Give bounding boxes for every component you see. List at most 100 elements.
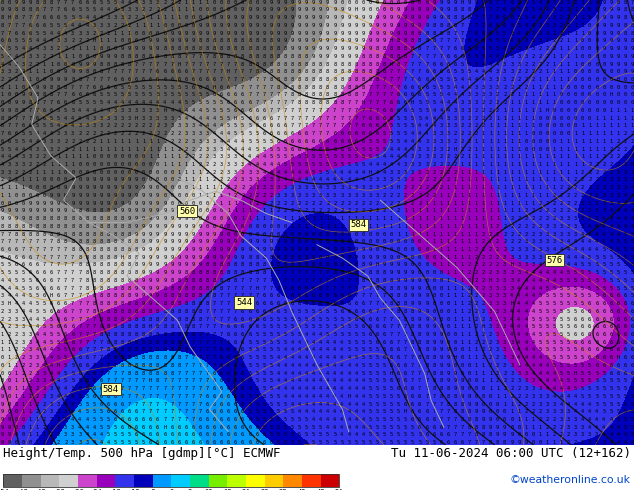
Text: 4: 4	[319, 363, 322, 368]
Text: 6: 6	[425, 69, 429, 74]
Text: 1: 1	[510, 185, 514, 190]
Text: 5: 5	[439, 85, 443, 90]
Text: 8: 8	[93, 239, 96, 245]
Text: 1: 1	[609, 108, 612, 113]
Text: 2: 2	[503, 93, 506, 98]
Text: 1: 1	[538, 85, 541, 90]
Text: 5: 5	[227, 116, 230, 121]
Text: 7: 7	[178, 402, 181, 407]
Text: 5: 5	[276, 332, 280, 337]
Text: 9: 9	[616, 31, 619, 36]
Text: 9: 9	[149, 255, 152, 260]
Text: 9: 9	[43, 200, 46, 206]
Text: 1: 1	[524, 162, 527, 167]
Text: 8: 8	[298, 77, 301, 82]
Text: 9: 9	[347, 38, 351, 43]
Text: 5: 5	[262, 425, 266, 430]
Text: 8: 8	[404, 317, 407, 321]
Text: 8: 8	[368, 54, 372, 59]
Text: 5: 5	[149, 85, 152, 90]
Text: 6: 6	[234, 363, 237, 368]
Text: 8: 8	[57, 239, 60, 245]
Text: 1: 1	[227, 200, 230, 206]
Text: 3: 3	[460, 116, 463, 121]
Text: 4: 4	[50, 31, 53, 36]
Text: 5: 5	[113, 425, 117, 430]
Text: 5: 5	[616, 263, 619, 268]
Text: 1: 1	[489, 162, 492, 167]
Text: 8: 8	[22, 108, 25, 113]
Text: 7: 7	[86, 340, 88, 345]
Text: 4: 4	[113, 7, 117, 12]
Text: 4: 4	[496, 62, 499, 67]
Text: 2: 2	[29, 363, 32, 368]
Text: 7: 7	[100, 77, 103, 82]
Text: 6: 6	[64, 340, 67, 345]
Text: 0: 0	[510, 417, 514, 422]
Text: 0: 0	[432, 286, 436, 291]
Text: 1: 1	[581, 147, 584, 151]
Text: 4: 4	[581, 402, 584, 407]
Text: 0: 0	[234, 216, 237, 221]
Text: 9: 9	[326, 7, 329, 12]
Text: 5: 5	[248, 340, 251, 345]
Text: H: H	[135, 116, 138, 121]
Text: 8: 8	[425, 355, 429, 360]
Text: 6: 6	[43, 23, 46, 28]
Text: 6: 6	[340, 309, 344, 314]
Text: 6: 6	[623, 340, 626, 345]
Text: 9: 9	[623, 54, 626, 59]
Text: 2: 2	[546, 46, 548, 51]
Text: 5: 5	[397, 433, 400, 438]
Text: 5: 5	[609, 386, 612, 391]
Text: 7: 7	[213, 347, 216, 352]
Text: 4: 4	[475, 77, 478, 82]
Text: 5: 5	[205, 93, 209, 98]
Text: 8: 8	[50, 93, 53, 98]
Text: 0: 0	[227, 232, 230, 237]
Text: 1: 1	[531, 425, 534, 430]
Text: 6: 6	[432, 62, 436, 67]
Text: 0: 0	[595, 0, 598, 5]
Text: 5: 5	[567, 270, 570, 275]
Text: 7: 7	[93, 332, 96, 337]
Text: 4: 4	[36, 347, 39, 352]
Text: 0: 0	[120, 154, 124, 159]
Text: 7: 7	[93, 363, 96, 368]
Text: 6: 6	[616, 370, 619, 376]
Text: 0: 0	[205, 216, 209, 221]
Text: 3: 3	[22, 162, 25, 167]
Text: 8: 8	[171, 370, 174, 376]
Text: 4: 4	[78, 409, 81, 414]
Text: 5: 5	[581, 386, 584, 391]
Text: 8: 8	[86, 278, 88, 283]
Text: 8: 8	[375, 278, 378, 283]
Text: 3: 3	[574, 417, 577, 422]
Text: 4: 4	[531, 332, 534, 337]
Text: 9: 9	[178, 224, 181, 229]
Text: 9: 9	[135, 216, 138, 221]
Text: 1: 1	[482, 147, 485, 151]
Text: 9: 9	[269, 247, 273, 252]
Text: 3: 3	[120, 15, 124, 20]
Text: 4: 4	[29, 147, 32, 151]
Text: 7: 7	[418, 370, 421, 376]
Text: 9: 9	[418, 278, 421, 283]
Text: 1: 1	[340, 216, 344, 221]
Text: 8: 8	[128, 247, 131, 252]
Text: 5: 5	[482, 54, 485, 59]
Text: 9: 9	[312, 54, 315, 59]
Text: 1: 1	[453, 177, 456, 182]
Text: 8: 8	[113, 247, 117, 252]
Text: 4: 4	[22, 294, 25, 298]
Text: 4: 4	[383, 154, 386, 159]
Text: 5: 5	[347, 317, 351, 321]
Text: 7: 7	[347, 286, 351, 291]
Text: 6: 6	[227, 433, 230, 438]
Text: 0: 0	[425, 270, 429, 275]
Text: 6: 6	[453, 62, 456, 67]
Text: 6: 6	[213, 93, 216, 98]
Text: 2: 2	[510, 386, 514, 391]
Text: 4: 4	[609, 433, 612, 438]
Text: 9: 9	[149, 216, 152, 221]
